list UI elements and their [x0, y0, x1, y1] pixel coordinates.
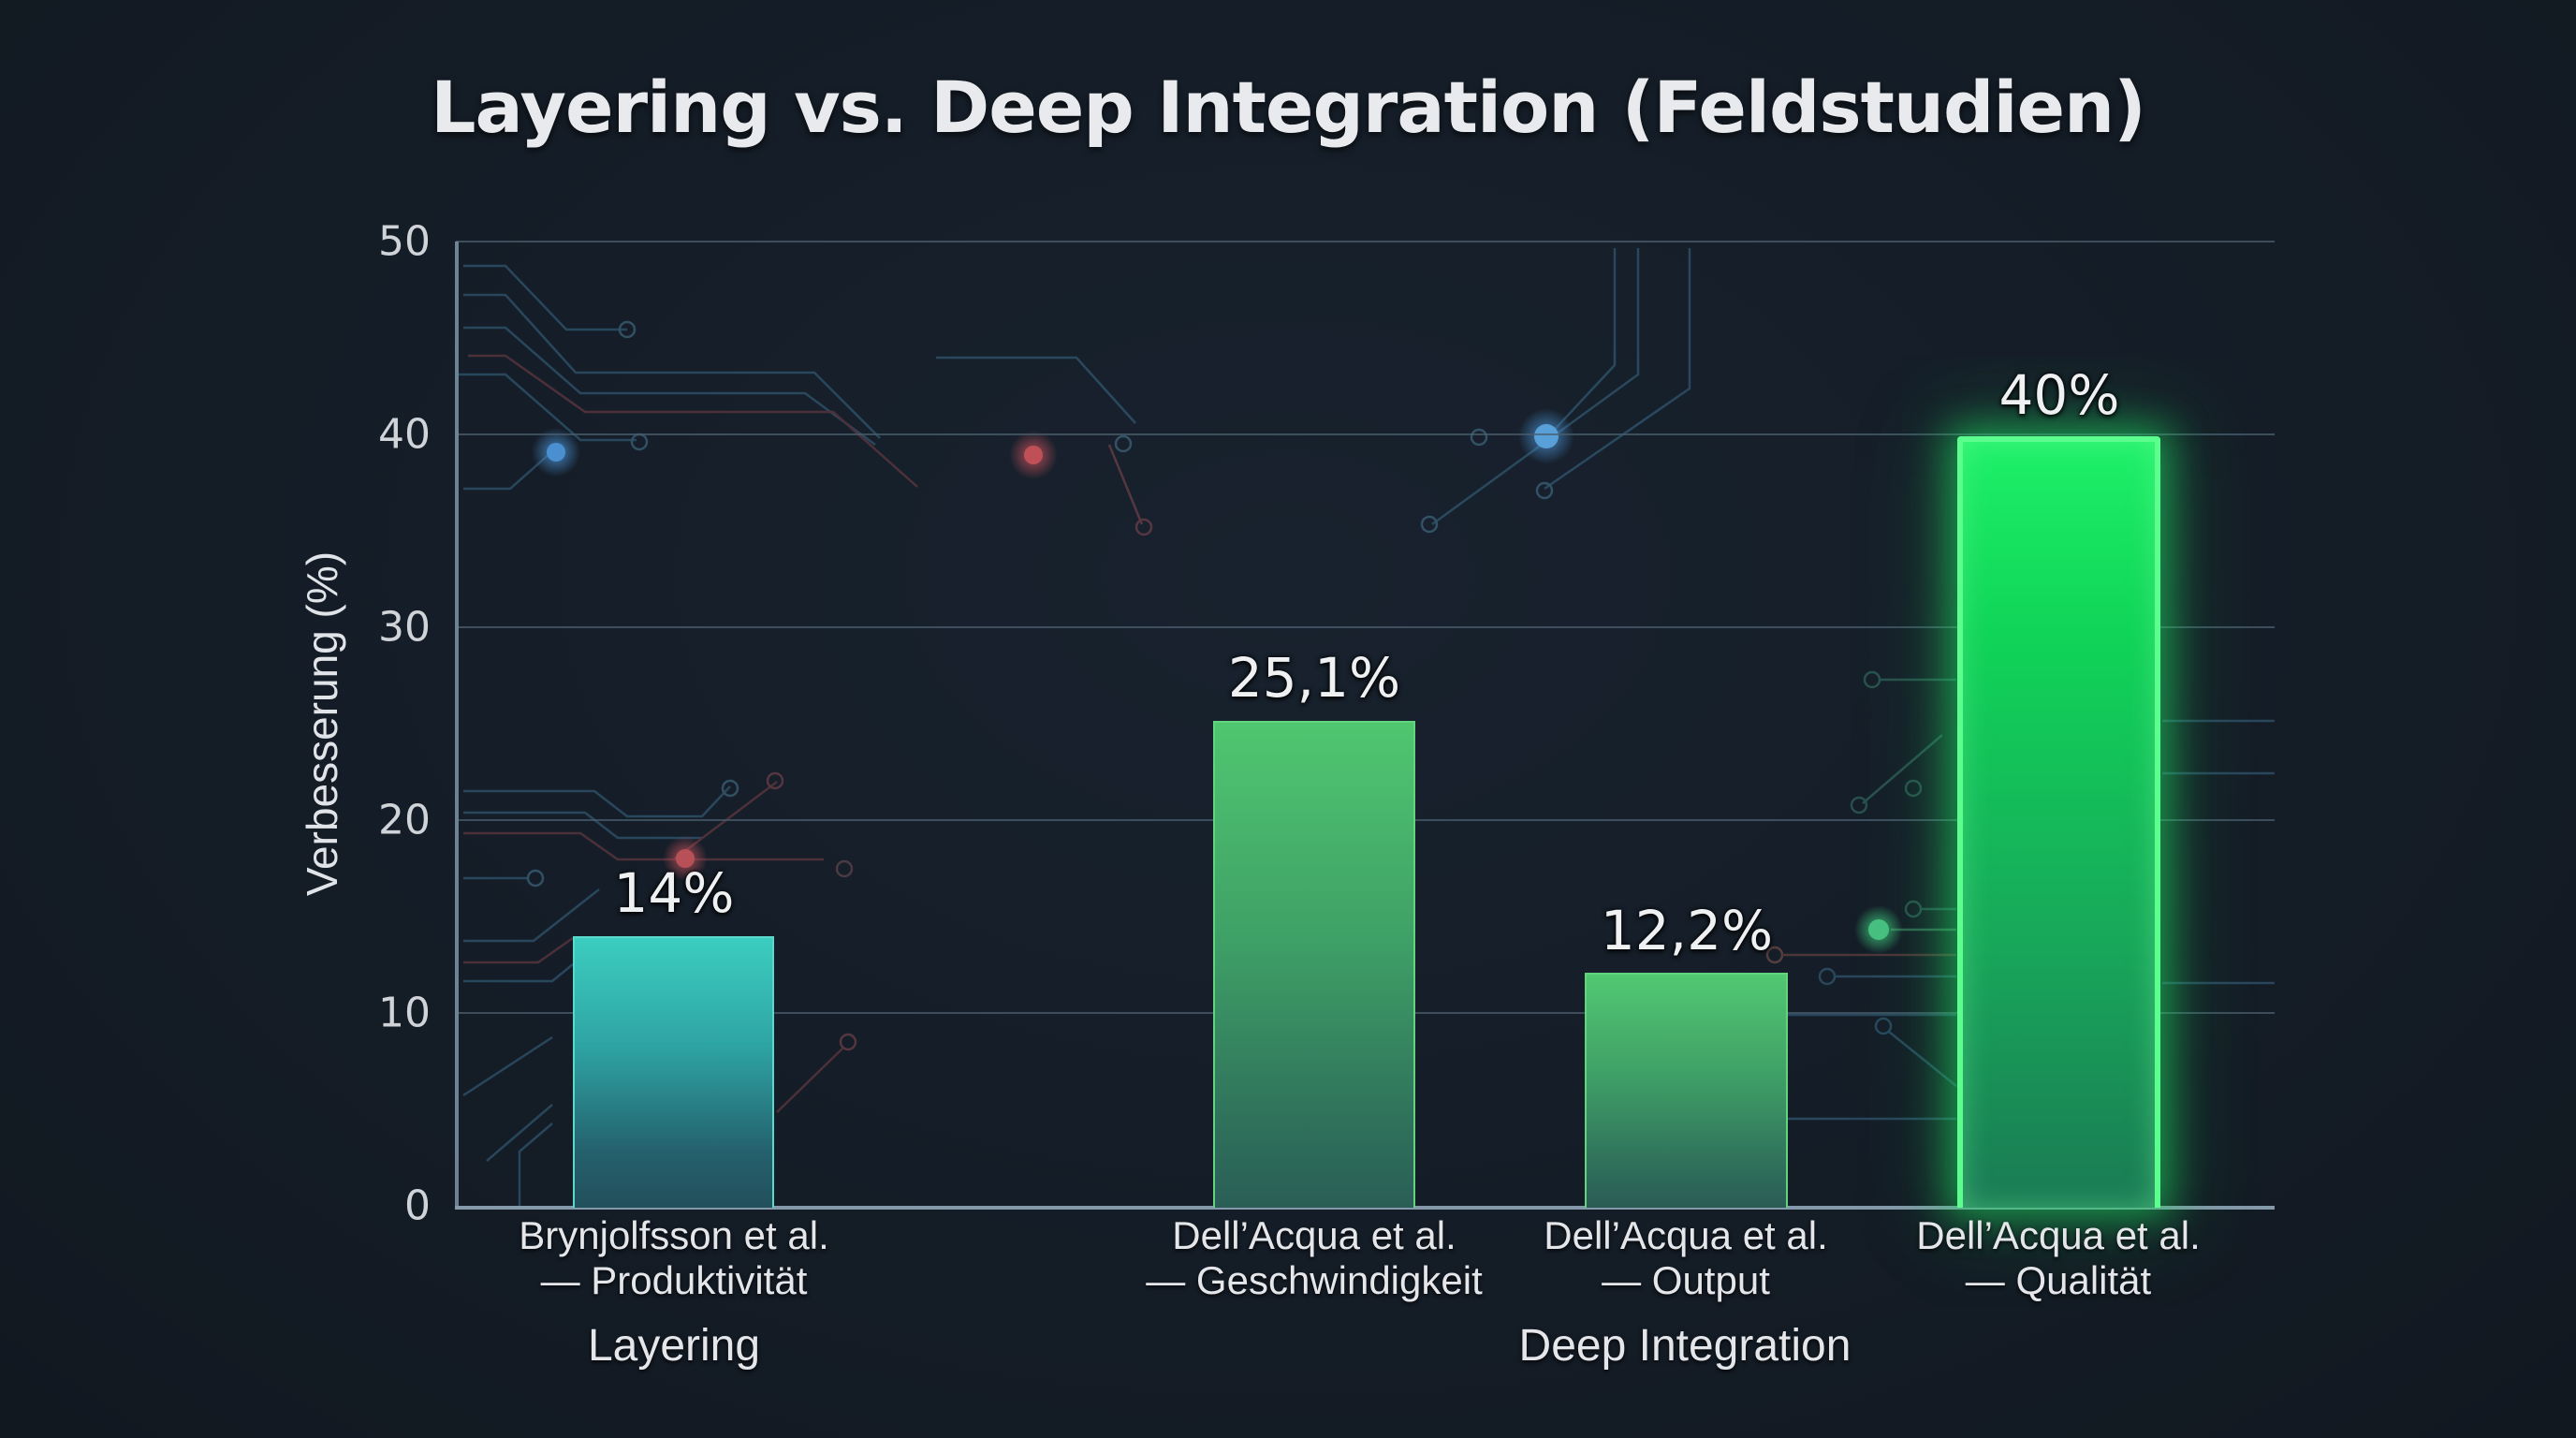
- category-line-2: — Qualität: [1965, 1258, 2152, 1302]
- bar-dellacqua-geschwindigkeit[interactable]: [1213, 721, 1415, 1208]
- x-category-label: Dell’Acqua et al. — Geschwindigkeit: [1118, 1213, 1511, 1303]
- category-line-2: — Geschwindigkeit: [1146, 1258, 1483, 1302]
- y-tick-10: 10: [378, 989, 431, 1037]
- group-label-layering: Layering: [587, 1321, 761, 1371]
- bar-brynjolfsson-produktivitaet[interactable]: [573, 936, 774, 1208]
- y-tick-0: 0: [404, 1181, 431, 1230]
- x-category-label: Brynjolfsson et al. — Produktivität: [477, 1213, 871, 1303]
- circuit-decoration: [459, 248, 2275, 1206]
- category-line-1: Dell’Acqua et al.: [1544, 1213, 1828, 1257]
- category-line-2: — Output: [1602, 1258, 1770, 1302]
- group-label-deep-integration: Deep Integration: [1518, 1321, 1852, 1371]
- bar-value-label: 25,1%: [1227, 646, 1401, 710]
- bar-value-label: 14%: [613, 861, 735, 925]
- circuit-nodes: [532, 408, 1903, 954]
- y-tick-20: 20: [378, 796, 431, 844]
- x-category-label: Dell’Acqua et al. — Qualität: [1862, 1213, 2255, 1303]
- category-line-1: Dell’Acqua et al.: [1172, 1213, 1456, 1257]
- y-tick-40: 40: [378, 410, 431, 459]
- category-line-1: Brynjolfsson et al.: [519, 1213, 829, 1257]
- bar-value-label: 40%: [1998, 363, 2120, 427]
- x-category-label: Dell’Acqua et al. — Output: [1489, 1213, 1882, 1303]
- bar-dellacqua-output[interactable]: [1585, 973, 1788, 1208]
- y-tick-50: 50: [378, 217, 431, 266]
- bar-value-label: 12,2%: [1600, 899, 1774, 962]
- chart-title: Layering vs. Deep Integration (Feldstudi…: [431, 66, 2146, 149]
- bar-dellacqua-qualitaet[interactable]: [1957, 436, 2160, 1208]
- category-line-1: Dell’Acqua et al.: [1916, 1213, 2201, 1257]
- y-tick-30: 30: [378, 603, 431, 652]
- category-line-2: — Produktivität: [540, 1258, 808, 1302]
